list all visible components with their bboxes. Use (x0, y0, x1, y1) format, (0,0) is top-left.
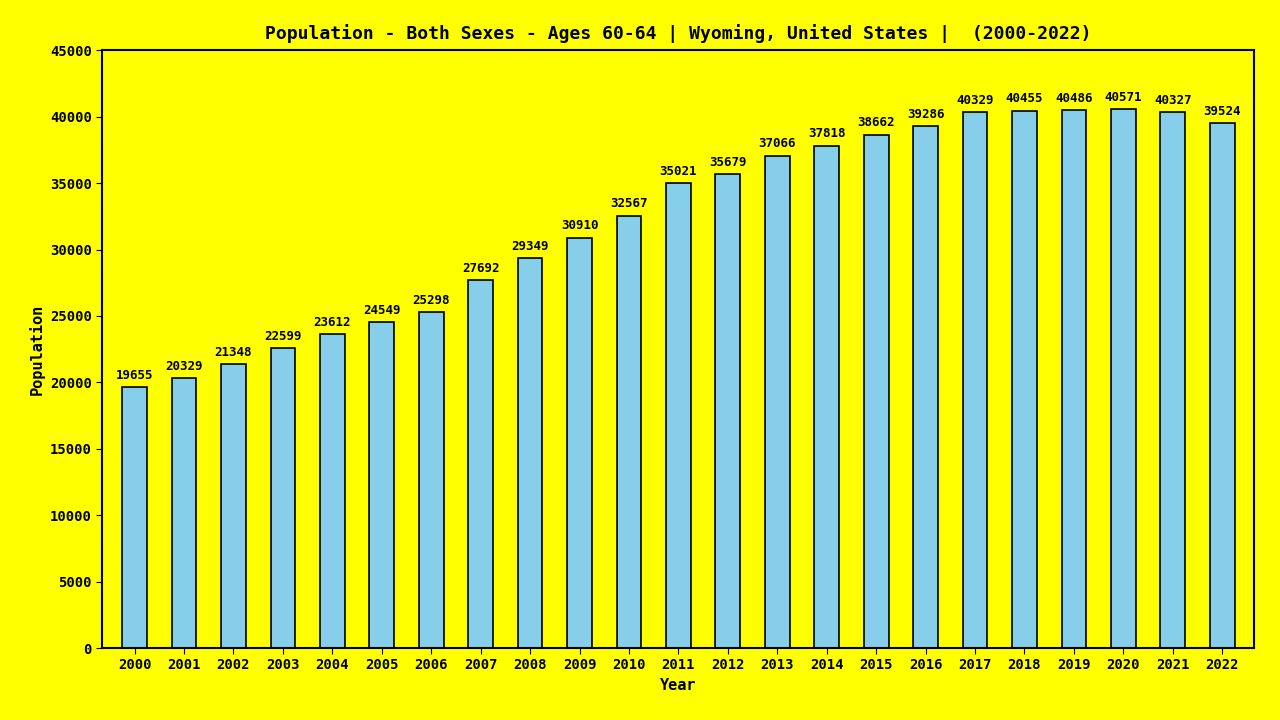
Text: 40486: 40486 (1055, 92, 1093, 105)
Bar (864, 135, 888, 648)
Text: 19655: 19655 (115, 369, 154, 382)
Text: 35679: 35679 (709, 156, 746, 169)
Bar (1012, 111, 1037, 648)
Text: 39524: 39524 (1203, 105, 1242, 118)
Title: Population - Both Sexes - Ages 60-64 | Wyoming, United States |  (2000-2022): Population - Both Sexes - Ages 60-64 | W… (265, 24, 1092, 43)
Text: 40455: 40455 (1006, 92, 1043, 105)
Text: 38662: 38662 (858, 116, 895, 130)
Text: 37066: 37066 (759, 138, 796, 150)
Text: 27692: 27692 (462, 262, 499, 275)
Bar (270, 348, 296, 648)
Bar (370, 322, 394, 648)
Bar (765, 156, 790, 648)
Text: 37818: 37818 (808, 127, 846, 140)
Bar (1210, 123, 1235, 648)
Bar (963, 112, 987, 648)
Bar (913, 126, 938, 648)
Bar (419, 312, 444, 648)
Bar (666, 183, 691, 648)
Bar (617, 215, 641, 648)
Text: 21348: 21348 (215, 346, 252, 359)
Bar (1111, 109, 1135, 648)
Text: 22599: 22599 (264, 330, 302, 343)
Text: 25298: 25298 (412, 294, 451, 307)
Text: 39286: 39286 (906, 108, 945, 121)
Bar (221, 364, 246, 648)
Bar (716, 174, 740, 648)
Bar (814, 145, 840, 648)
Bar (567, 238, 591, 648)
Text: 29349: 29349 (511, 240, 549, 253)
Text: 32567: 32567 (611, 197, 648, 210)
Text: 40571: 40571 (1105, 91, 1142, 104)
Text: 35021: 35021 (659, 165, 698, 178)
Text: 40329: 40329 (956, 94, 993, 107)
Text: 20329: 20329 (165, 360, 202, 373)
Text: 30910: 30910 (561, 219, 598, 233)
Text: 40327: 40327 (1155, 94, 1192, 107)
Bar (517, 258, 543, 648)
Bar (1061, 110, 1087, 648)
Bar (320, 334, 344, 648)
Bar (172, 378, 196, 648)
X-axis label: Year: Year (660, 678, 696, 693)
Y-axis label: Population: Population (28, 304, 45, 395)
Text: 24549: 24549 (364, 304, 401, 317)
Bar (1161, 112, 1185, 648)
Text: 23612: 23612 (314, 316, 351, 329)
Bar (122, 387, 147, 648)
Bar (468, 280, 493, 648)
